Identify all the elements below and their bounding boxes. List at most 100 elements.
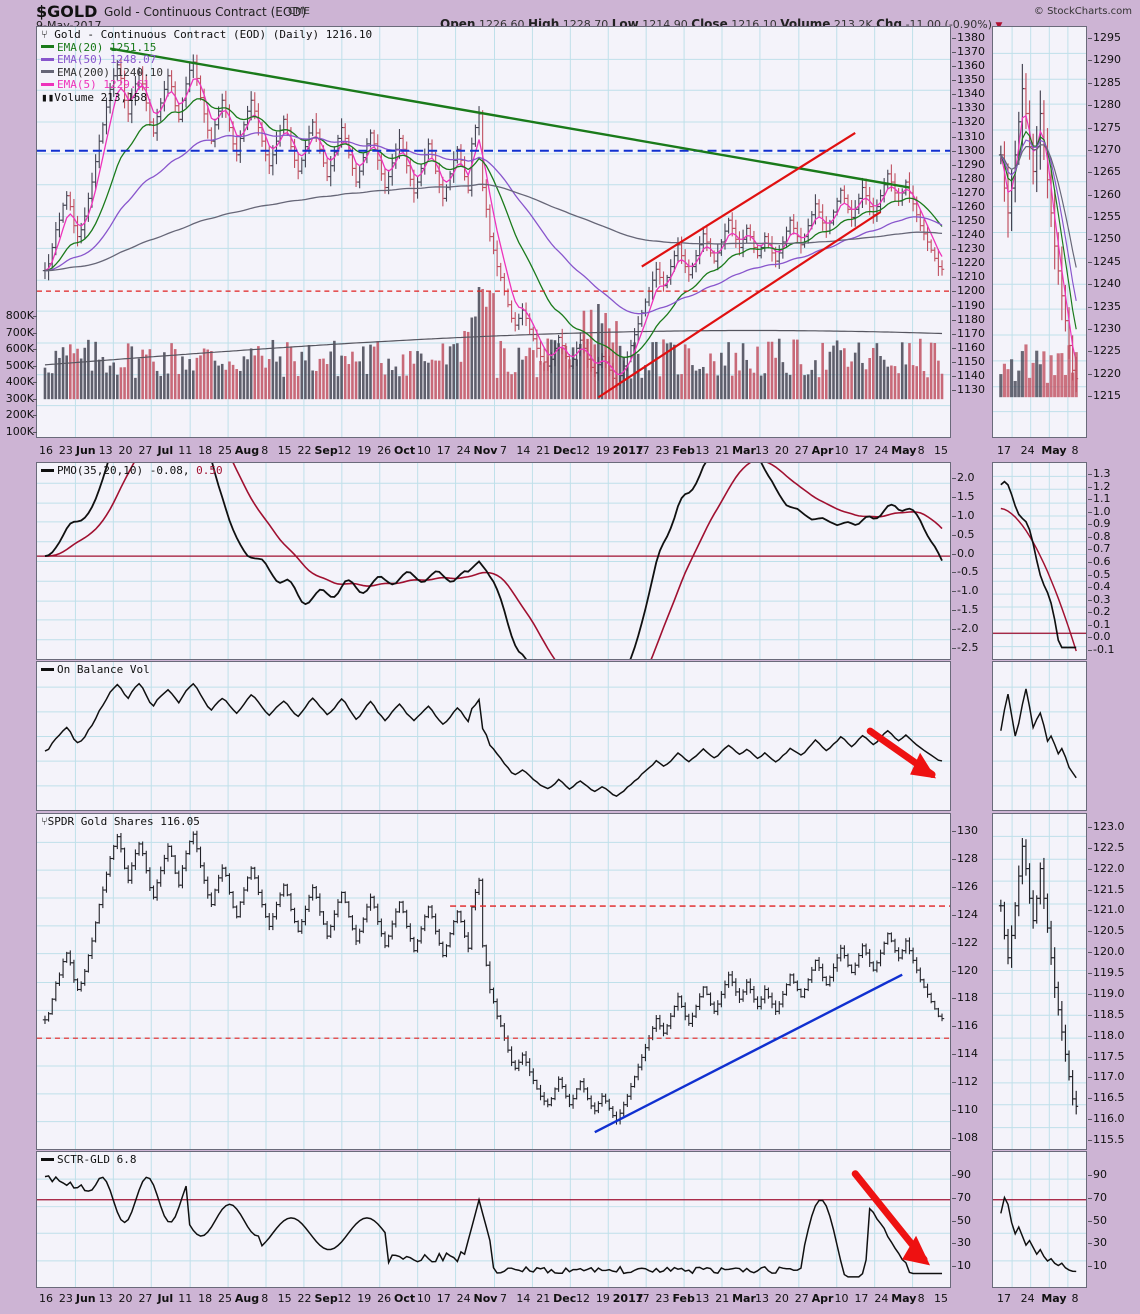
- axis-tick-label: 128: [957, 851, 978, 865]
- axis-tick-label: 2.0: [957, 471, 975, 484]
- date-axis-label: 20: [118, 1292, 133, 1305]
- date-axis-label: Mar: [732, 444, 756, 457]
- axis-tick-label: 126: [957, 879, 978, 893]
- axis-tick-mark: [1088, 487, 1092, 488]
- date-axis-label: 2017: [612, 444, 644, 457]
- spdr-chart-panel[interactable]: ⑂SPDR Gold Shares 116.05: [36, 813, 951, 1150]
- date-axis-label: 20: [118, 444, 133, 457]
- axis-tick-label: 0.8: [1093, 529, 1111, 543]
- spdr-plot-area[interactable]: [37, 814, 950, 1149]
- axis-tick-mark: [952, 1243, 956, 1244]
- axis-tick-mark: [952, 478, 956, 479]
- axis-tick-mark: [1088, 587, 1092, 588]
- mini-obv-plot-area[interactable]: [993, 662, 1086, 810]
- axis-tick-label: 1265: [1093, 165, 1121, 179]
- axis-tick-label: 1190: [957, 298, 985, 312]
- axis-tick-label: 70: [1093, 1190, 1107, 1204]
- date-axis-label: 8: [261, 444, 269, 457]
- mini-pmo-plot-area[interactable]: [993, 463, 1086, 659]
- axis-tick-mark: [952, 193, 956, 194]
- axis-tick-label: 120: [957, 963, 978, 977]
- mini-obv-panel[interactable]: [992, 661, 1087, 811]
- axis-tick-mark: [952, 610, 956, 611]
- axis-tick-mark: [1088, 650, 1092, 651]
- axis-tick-mark: [952, 1026, 956, 1027]
- date-axis-label: 18: [198, 444, 213, 457]
- mini-price-panel[interactable]: [992, 26, 1087, 438]
- volume-axis-tick-label: 800K: [5, 309, 34, 322]
- axis-tick-mark: [952, 535, 956, 536]
- date-axis-label: 18: [198, 1292, 213, 1305]
- axis-tick-mark: [952, 1266, 956, 1267]
- date-axis-label: 17: [997, 1292, 1011, 1305]
- volume-axis-tick-label: 200K: [5, 408, 34, 422]
- axis-tick-label: 120.0: [1093, 945, 1125, 959]
- date-axis-label: 17: [854, 1292, 869, 1305]
- axis-tick-label: 1140: [957, 368, 985, 382]
- date-axis-label: 27: [138, 444, 153, 457]
- axis-tick-mark: [952, 362, 956, 363]
- date-axis-label: 13: [755, 444, 769, 457]
- symbol-exchange: CME: [288, 6, 310, 17]
- axis-tick-label: 30: [1093, 1236, 1107, 1250]
- date-axis-label: 12: [337, 1292, 352, 1305]
- date-axis-label: Jul: [157, 444, 174, 457]
- axis-tick-label: 1215: [1093, 389, 1121, 402]
- axis-tick-label: 1160: [957, 340, 985, 354]
- axis-tick-label: 1310: [957, 129, 985, 143]
- price-chart-panel[interactable]: ⑂ Gold - Continuous Contract (EOD) (Dail…: [36, 26, 951, 438]
- sctr-plot-area[interactable]: [37, 1152, 950, 1287]
- axis-tick-mark: [1088, 128, 1092, 129]
- date-axis-label: 17: [854, 444, 869, 457]
- price-plot-area[interactable]: [37, 27, 950, 437]
- date-axis-label: Dec: [553, 1292, 577, 1305]
- date-axis-label: Nov: [473, 1292, 498, 1305]
- axis-tick-label: 1210: [957, 270, 985, 284]
- date-axis-label: May: [1041, 444, 1067, 457]
- spdr-legend: ⑂SPDR Gold Shares 116.05: [41, 815, 200, 829]
- sctr-chart-panel[interactable]: SCTR-GLD 6.8: [36, 1151, 951, 1288]
- date-axis-label: 19: [595, 1292, 610, 1305]
- axis-tick-mark: [952, 66, 956, 67]
- axis-tick-label: 1260: [957, 199, 985, 213]
- volume-axis-tick-mark: [33, 366, 37, 367]
- mini-sctr-panel[interactable]: [992, 1151, 1087, 1288]
- date-axis-label: May: [891, 1292, 917, 1305]
- axis-tick-label: 10: [1093, 1259, 1107, 1272]
- axis-tick-label: 1220: [957, 256, 985, 270]
- axis-tick-mark: [952, 348, 956, 349]
- date-axis-label: 26: [377, 1292, 392, 1305]
- axis-tick-mark: [1088, 1243, 1092, 1244]
- axis-tick-mark: [952, 1198, 956, 1199]
- date-axis-label: 17: [635, 1292, 650, 1305]
- axis-tick-label: 115.5: [1093, 1133, 1125, 1146]
- axis-tick-mark: [1088, 474, 1092, 475]
- copyright-notice: © StockCharts.com: [1033, 6, 1132, 17]
- date-axis-label: 10: [834, 1292, 849, 1305]
- axis-tick-label: 0.3: [1093, 592, 1111, 606]
- axis-tick-mark: [1088, 499, 1092, 500]
- mini-price-plot-area[interactable]: [993, 27, 1086, 437]
- mini-spdr-panel[interactable]: [992, 813, 1087, 1150]
- mini-sctr-plot-area[interactable]: [993, 1152, 1086, 1287]
- axis-tick-mark: [1088, 1119, 1092, 1120]
- axis-tick-label: 1220: [1093, 366, 1121, 380]
- axis-tick-label: 1340: [957, 87, 985, 101]
- pmo-plot-area[interactable]: [37, 463, 950, 659]
- date-axis-label: 23: [655, 1292, 670, 1305]
- axis-tick-label: 118.5: [1093, 1007, 1125, 1021]
- pmo-chart-panel[interactable]: PMO(35,20,10) -0.08, 0.50: [36, 462, 951, 660]
- date-axis-label: Feb: [672, 444, 695, 457]
- mini-spdr-plot-area[interactable]: [993, 814, 1086, 1149]
- date-axis-label: 21: [715, 1292, 730, 1305]
- axis-tick-mark: [952, 998, 956, 999]
- mini-pmo-panel[interactable]: [992, 462, 1087, 660]
- volume-axis-tick-mark: [33, 415, 37, 416]
- date-axis-label: 23: [58, 444, 73, 457]
- axis-tick-mark: [952, 334, 956, 335]
- obv-plot-area[interactable]: [37, 662, 950, 810]
- sctr-legend: SCTR-GLD 6.8: [41, 1153, 136, 1167]
- axis-tick-label: 0.0: [1093, 630, 1111, 644]
- obv-chart-panel[interactable]: On Balance Vol: [36, 661, 951, 811]
- date-axis-label: 22: [297, 444, 312, 457]
